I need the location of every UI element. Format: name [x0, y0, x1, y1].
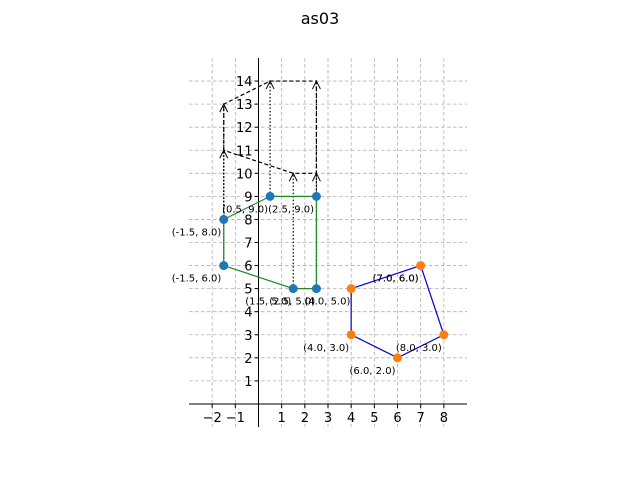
- y-tick-label: 5: [244, 283, 252, 298]
- series-0-point: [311, 191, 321, 201]
- series-1-point: [346, 284, 356, 294]
- series-1-point: [416, 261, 426, 271]
- series-1-point: [439, 330, 449, 340]
- x-tick-label: 6: [393, 411, 401, 426]
- x-tick-label: 5: [370, 411, 378, 426]
- y-tick-label: 6: [244, 260, 252, 275]
- x-tick-label: 3: [324, 411, 332, 426]
- y-tick-label: 7: [244, 237, 252, 252]
- series-0-point-label: (-1.5, 6.0): [172, 274, 222, 285]
- y-tick-label: 13: [236, 98, 253, 113]
- series-1-point-label: (6.0, 2.0): [350, 366, 396, 377]
- projection-lines: [224, 81, 317, 289]
- series-0-point: [311, 284, 321, 294]
- chart-title: as03: [301, 9, 340, 28]
- data-points: [219, 191, 449, 363]
- series-1-point-label: (8.0, 3.0): [396, 343, 442, 354]
- grid: [189, 58, 467, 427]
- y-tick-label: 12: [236, 121, 253, 136]
- y-tick-label: 4: [244, 306, 252, 321]
- y-tick-label: 11: [236, 144, 253, 159]
- y-tick-label: 9: [244, 190, 252, 205]
- point-labels: (-1.5, 6.0) (1.5, 5.0)(2.5, 5.0)(4.0, 5.0…: [172, 204, 442, 376]
- y-tick-label: 2: [244, 352, 252, 367]
- series-1-point-label: (7.0, 6.0): [373, 274, 419, 285]
- x-tick-label: −2: [203, 411, 222, 426]
- series-0-point-label: (2.5, 5.0): [269, 297, 315, 308]
- y-tick-label: 3: [244, 329, 252, 344]
- x-tick-label: 7: [417, 411, 425, 426]
- y-tick-label: 10: [236, 167, 253, 182]
- y-tick-label: 8: [244, 213, 252, 228]
- series-0-point: [288, 284, 298, 294]
- series-0-point: [219, 261, 229, 271]
- series-1-point-label: (7.0, 6.0): [373, 274, 419, 285]
- series-1-point: [346, 330, 356, 340]
- x-tick-label: −1: [226, 411, 245, 426]
- series-1-polygon: [350, 264, 445, 359]
- series-0-point: [219, 214, 229, 224]
- series-0-point-label: (0.5, 9.0): [222, 204, 268, 215]
- series-1-point-label: (4.0, 3.0): [303, 343, 349, 354]
- projection-outline: [223, 80, 318, 174]
- series-0-point: [265, 191, 275, 201]
- x-tick-label: 1: [278, 411, 286, 426]
- x-tick-label: 2: [301, 411, 309, 426]
- series-0-point-label: (-1.5, 8.0): [172, 227, 222, 238]
- series-0-point-label: (4.0, 5.0): [304, 297, 350, 308]
- series-1-point: [393, 353, 402, 363]
- y-tick-label: 14: [236, 75, 253, 90]
- x-tick-label: 4: [347, 411, 355, 426]
- series-0-point-label: (1.5, 5.0): [245, 297, 291, 308]
- x-tick-label: 8: [440, 411, 448, 426]
- y-tick-label: 1: [244, 375, 252, 390]
- series-0-point-label: (2.5, 9.0): [268, 204, 314, 215]
